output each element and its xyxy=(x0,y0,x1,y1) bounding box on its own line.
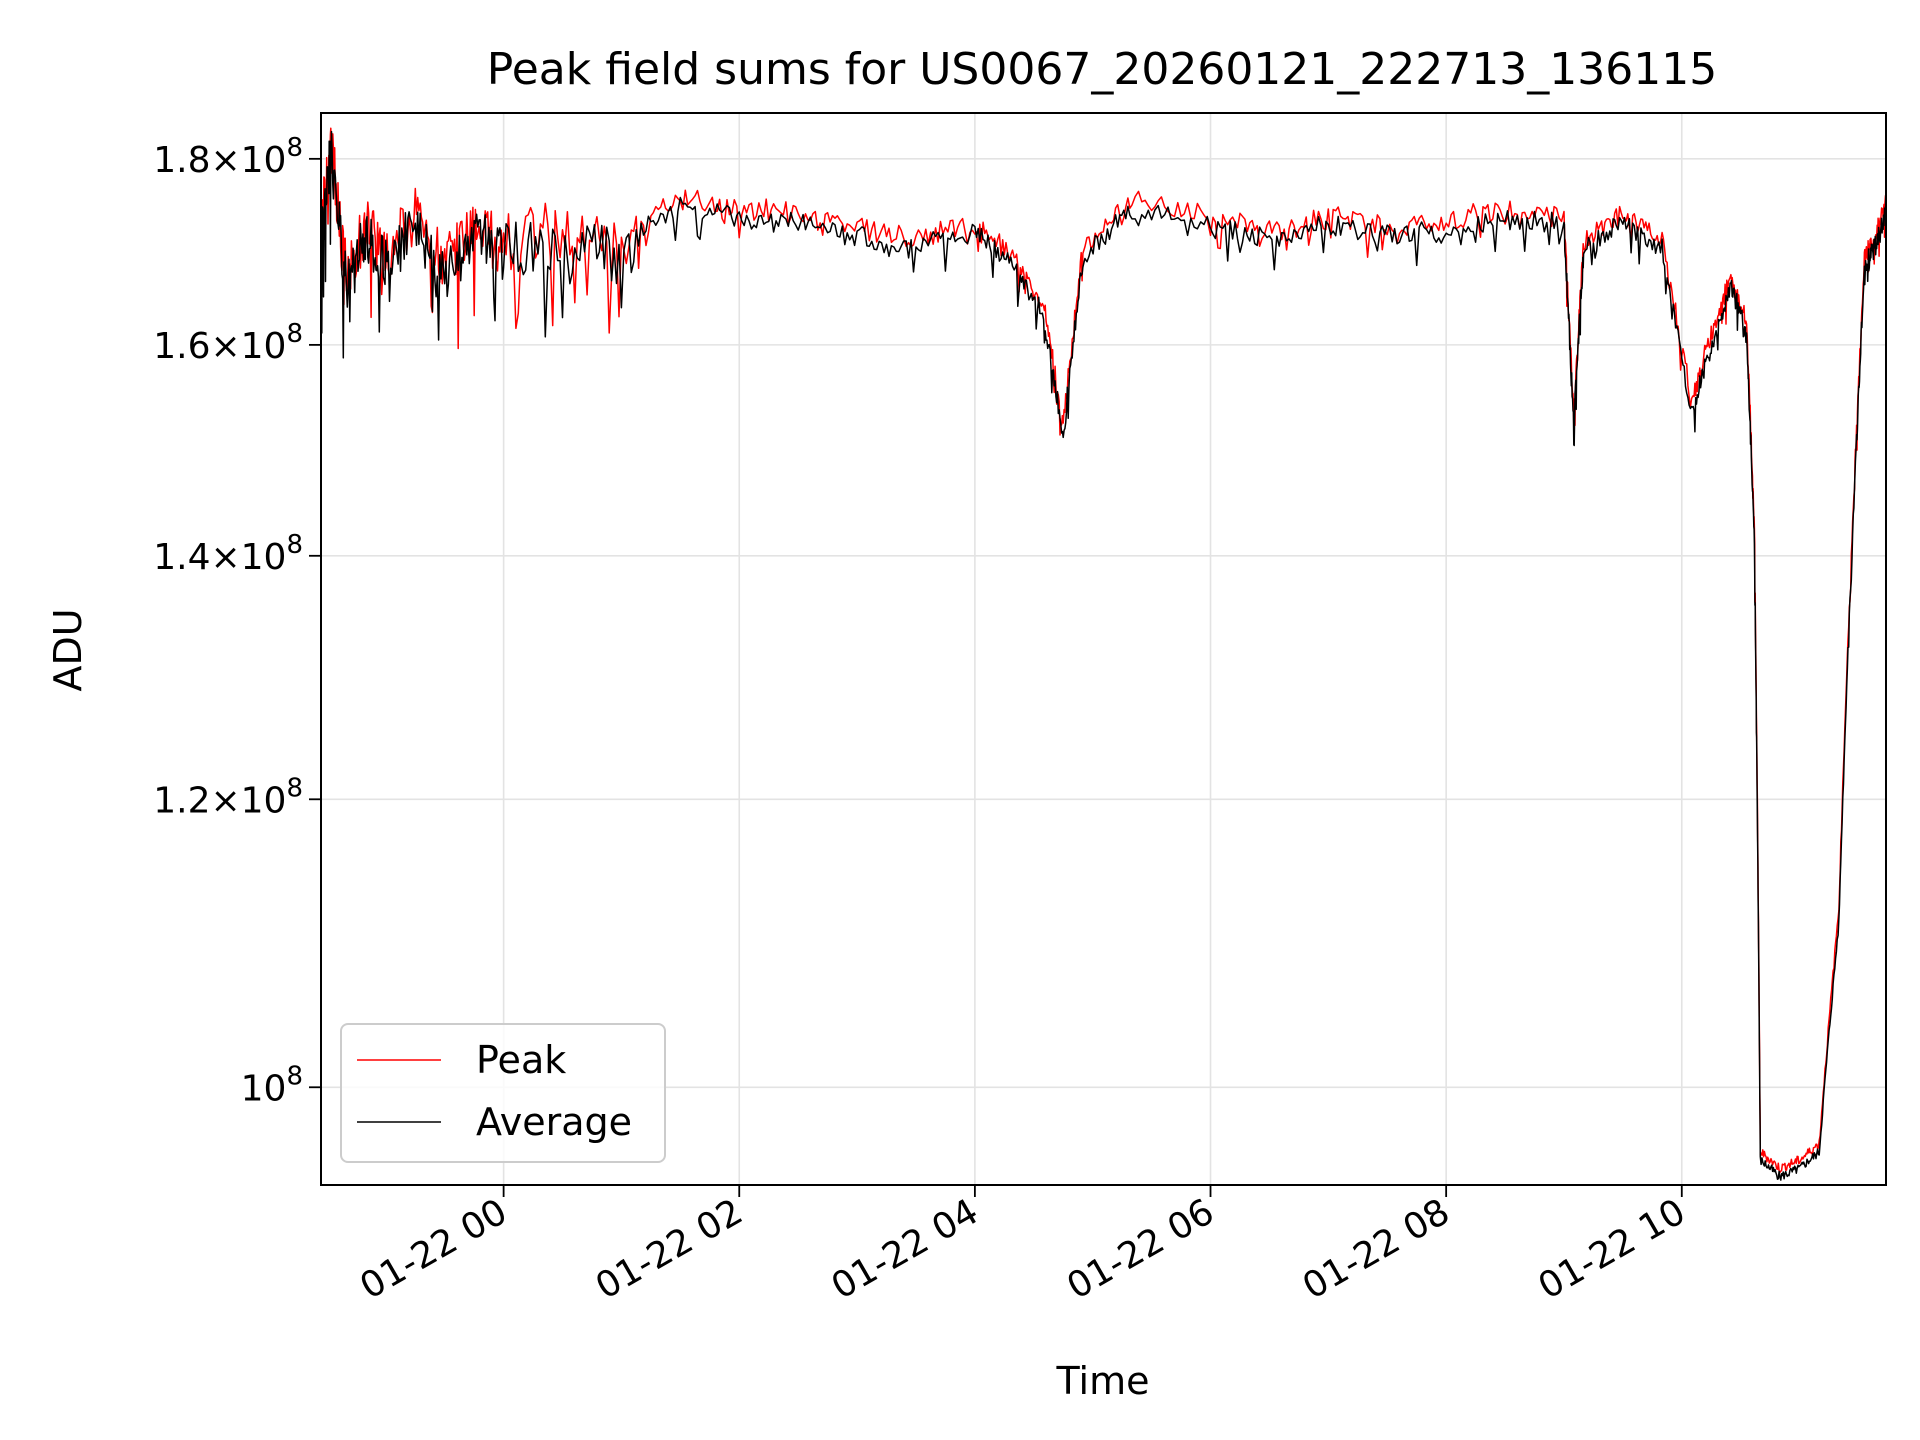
legend-box xyxy=(340,1023,666,1163)
legend: Peak Average xyxy=(340,1023,666,1163)
grid-lines xyxy=(321,113,1886,1185)
y-tick-label: 108 xyxy=(241,1061,303,1109)
series-line-peak xyxy=(320,127,1887,1173)
plot-area-frame xyxy=(320,112,1887,1186)
legend-label-average: Average xyxy=(476,1100,632,1144)
legend-label-peak: Peak xyxy=(476,1038,566,1082)
y-axis: 108 1.2×108 1.4×108 1.6×108 1.8×108 xyxy=(153,133,321,1109)
series-layer xyxy=(320,127,1887,1181)
y-tick-label: 1.8×108 xyxy=(153,133,303,181)
y-tick-label: 1.2×108 xyxy=(153,773,303,821)
y-axis-label: ADU xyxy=(46,608,90,691)
x-axis-label: Time xyxy=(1056,1359,1150,1403)
y-tick-label: 1.6×108 xyxy=(153,319,303,367)
chart-title: Peak field sums for US0067_20260121_2227… xyxy=(487,44,1717,95)
y-tick-label: 1.4×108 xyxy=(153,530,303,578)
series-line-average xyxy=(320,130,1887,1181)
